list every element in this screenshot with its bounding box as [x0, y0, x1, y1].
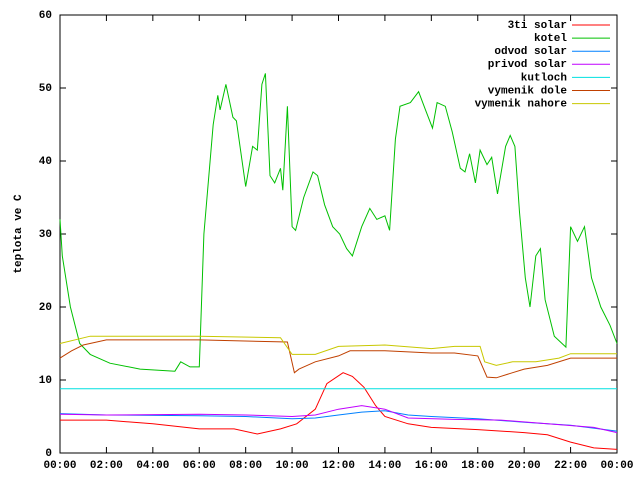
- series-line: [59, 335, 617, 366]
- y-tick-label: 0: [45, 448, 52, 460]
- y-tick-label: 50: [39, 83, 52, 95]
- legend-label: kutloch: [521, 72, 567, 84]
- x-tick-label: 08:00: [229, 460, 262, 472]
- legend-label: vymenik dole: [488, 85, 568, 97]
- legend-label: vymenik nahore: [475, 99, 568, 111]
- legend-label: kotel: [534, 33, 567, 45]
- x-tick-label: 10:00: [276, 460, 309, 472]
- x-tick-label: 22:00: [554, 460, 587, 472]
- x-tick-label: 12:00: [322, 460, 355, 472]
- y-axis-label: teplota ve C: [13, 194, 25, 274]
- x-tick-label: 04:00: [136, 460, 169, 472]
- legend-label: privod solar: [488, 59, 567, 71]
- series-line: [59, 339, 617, 379]
- y-tick-label: 10: [39, 375, 52, 387]
- x-tick-label: 02:00: [90, 460, 123, 472]
- series-line: [59, 405, 618, 434]
- x-tick-label: 16:00: [415, 460, 448, 472]
- x-tick-label: 00:00: [43, 460, 76, 472]
- legend-label: odvod solar: [494, 46, 567, 58]
- x-tick-label: 20:00: [508, 460, 541, 472]
- x-tick-label: 06:00: [183, 460, 216, 472]
- y-tick-label: 20: [39, 302, 52, 314]
- x-tick-label: 00:00: [600, 460, 633, 472]
- series-line: [60, 372, 618, 450]
- series-line: [59, 73, 618, 372]
- y-tick-label: 40: [39, 156, 52, 168]
- x-tick-label: 18:00: [461, 460, 494, 472]
- legend-label: 3ti solar: [508, 20, 567, 32]
- x-tick-label: 14:00: [368, 460, 401, 472]
- y-tick-label: 30: [39, 229, 52, 241]
- y-tick-label: 60: [39, 10, 52, 22]
